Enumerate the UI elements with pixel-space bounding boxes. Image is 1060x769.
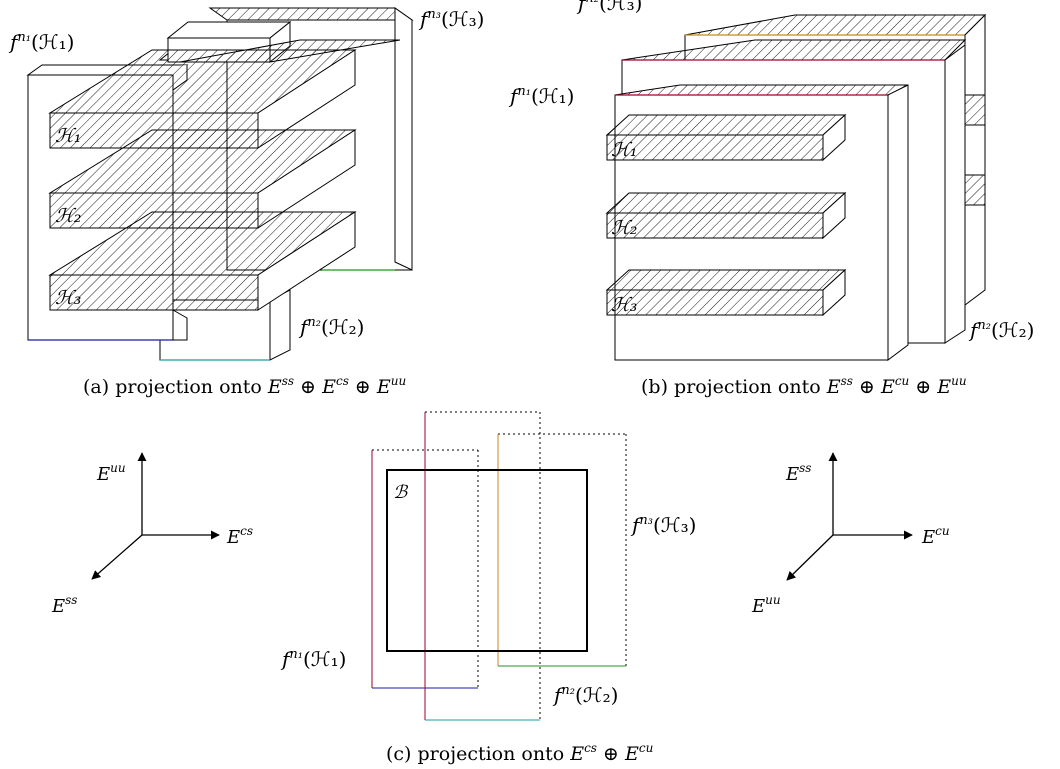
axis-left-up-label: Euu [96,461,126,485]
label-a-fn3: fn₃(ℋ₃) [418,7,484,31]
label-c-B: ℬ [393,482,409,503]
axis-left-right-label: Ecs [226,524,253,548]
axis-right-right-label: Ecu [921,524,950,548]
slab-b-H3 [605,268,847,317]
label-a-fn2: fn₂(ℋ₂) [298,315,364,339]
label-b-fn2-top: fn₂(ℋ₃) [576,0,642,15]
axis-right-up-label: Ess [785,461,811,485]
slab-H2 [48,129,357,229]
label-c-fn1: fn₁(ℋ₁) [280,647,346,671]
axes-left [91,452,220,580]
caption-c: (c) projection onto Ecs ⊕ Ecu [386,741,653,765]
slab-b-H1 [605,113,847,162]
caption-a: (a) projection onto Ess ⊕ Ecs ⊕ Euu [83,374,406,398]
label-b-H3: ℋ₃ [611,294,637,316]
label-c-fn2: fn₂(ℋ₂) [552,683,618,707]
axis-right-diag-label: Euu [751,593,781,617]
box-B [386,469,588,652]
slab-b-H2 [605,191,847,240]
label-b-H1: ℋ₁ [611,139,637,161]
label-b-fn2: fn₂(ℋ₂) [968,318,1034,342]
label-a-fn1: fn₁(ℋ₁) [8,30,74,54]
panel-a [26,7,414,361]
caption-b: (b) projection onto Ess ⊕ Ecu ⊕ Euu [641,374,967,398]
label-a-H2: ℋ₂ [55,205,81,227]
panel-b [605,13,987,361]
rect-fn3 [497,433,627,667]
label-b-fn1: fn₁(ℋ₁) [508,84,574,108]
rect-fn2 [424,411,541,721]
label-a-H1: ℋ₁ [55,125,81,147]
panel-c [371,411,627,721]
label-a-H3: ℋ₃ [55,287,81,309]
axes-right [786,452,913,581]
label-b-H2: ℋ₂ [611,217,637,239]
slab-H3 [48,211,357,311]
label-c-fn3: fn₃(ℋ₃) [630,513,696,537]
axis-left-diag-label: Ess [51,593,77,617]
